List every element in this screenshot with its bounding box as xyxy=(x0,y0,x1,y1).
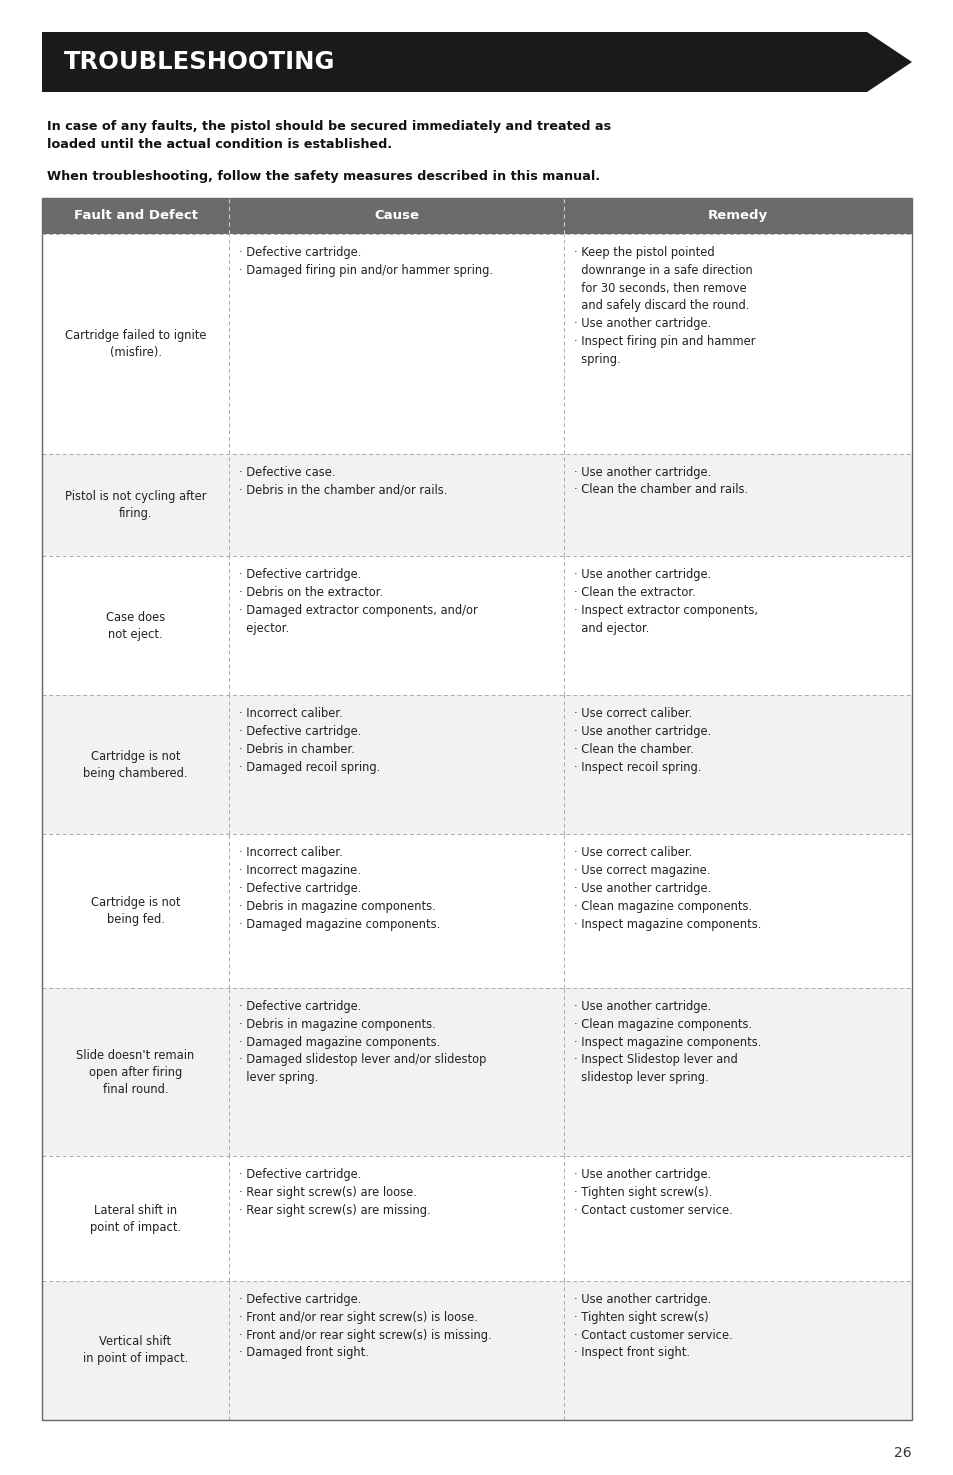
Bar xyxy=(42,198,911,235)
Bar xyxy=(42,695,911,835)
Text: Case does
not eject.: Case does not eject. xyxy=(106,611,165,640)
Text: · Defective cartridge.
· Rear sight screw(s) are loose.
· Rear sight screw(s) ar: · Defective cartridge. · Rear sight scre… xyxy=(239,1168,430,1217)
Text: · Use another cartridge.
· Clean the extractor.
· Inspect extractor components,
: · Use another cartridge. · Clean the ext… xyxy=(574,568,758,634)
Polygon shape xyxy=(42,32,911,91)
Text: 26: 26 xyxy=(893,1446,911,1460)
Text: When troubleshooting, follow the safety measures described in this manual.: When troubleshooting, follow the safety … xyxy=(47,170,599,183)
Text: Fault and Defect: Fault and Defect xyxy=(73,209,197,223)
Text: Pistol is not cycling after
firing.: Pistol is not cycling after firing. xyxy=(65,490,206,519)
Text: · Defective cartridge.
· Front and/or rear sight screw(s) is loose.
· Front and/: · Defective cartridge. · Front and/or re… xyxy=(239,1294,491,1360)
Text: · Defective cartridge.
· Debris in magazine components.
· Damaged magazine compo: · Defective cartridge. · Debris in magaz… xyxy=(239,1000,486,1084)
Bar xyxy=(42,198,911,1420)
Text: · Keep the pistol pointed
  downrange in a safe direction
  for 30 seconds, then: · Keep the pistol pointed downrange in a… xyxy=(574,246,755,366)
Text: · Defective cartridge.
· Damaged firing pin and/or hammer spring.: · Defective cartridge. · Damaged firing … xyxy=(239,246,493,277)
Text: Cause: Cause xyxy=(374,209,418,223)
Text: · Use correct caliber.
· Use another cartridge.
· Clean the chamber.
· Inspect r: · Use correct caliber. · Use another car… xyxy=(574,707,711,773)
Text: · Use another cartridge.
· Clean magazine components.
· Inspect magazine compone: · Use another cartridge. · Clean magazin… xyxy=(574,1000,760,1084)
Text: · Defective cartridge.
· Debris on the extractor.
· Damaged extractor components: · Defective cartridge. · Debris on the e… xyxy=(239,568,477,634)
Bar xyxy=(42,835,911,988)
Text: Cartridge is not
being fed.: Cartridge is not being fed. xyxy=(91,897,180,926)
Bar xyxy=(42,235,911,454)
Text: TROUBLESHOOTING: TROUBLESHOOTING xyxy=(64,50,335,74)
Text: Slide doesn't remain
open after firing
final round.: Slide doesn't remain open after firing f… xyxy=(76,1049,194,1096)
Text: Remedy: Remedy xyxy=(707,209,767,223)
Text: Vertical shift
in point of impact.: Vertical shift in point of impact. xyxy=(83,1335,188,1366)
Text: Lateral shift in
point of impact.: Lateral shift in point of impact. xyxy=(90,1204,181,1233)
Bar xyxy=(42,454,911,556)
Bar xyxy=(42,556,911,695)
Bar xyxy=(42,988,911,1156)
Text: · Incorrect caliber.
· Defective cartridge.
· Debris in chamber.
· Damaged recoi: · Incorrect caliber. · Defective cartrid… xyxy=(239,707,380,773)
Text: · Use another cartridge.
· Tighten sight screw(s).
· Contact customer service.: · Use another cartridge. · Tighten sight… xyxy=(574,1168,732,1217)
Text: · Defective case.
· Debris in the chamber and/or rails.: · Defective case. · Debris in the chambe… xyxy=(239,466,447,497)
Text: · Use correct caliber.
· Use correct magazine.
· Use another cartridge.
· Clean : · Use correct caliber. · Use correct mag… xyxy=(574,847,760,931)
Bar xyxy=(42,1156,911,1280)
Text: · Use another cartridge.
· Clean the chamber and rails.: · Use another cartridge. · Clean the cha… xyxy=(574,466,747,497)
Text: Cartridge is not
being chambered.: Cartridge is not being chambered. xyxy=(83,749,188,780)
Text: In case of any faults, the pistol should be secured immediately and treated as
l: In case of any faults, the pistol should… xyxy=(47,119,611,152)
Text: · Incorrect caliber.
· Incorrect magazine.
· Defective cartridge.
· Debris in ma: · Incorrect caliber. · Incorrect magazin… xyxy=(239,847,440,931)
Text: Cartridge failed to ignite
(misfire).: Cartridge failed to ignite (misfire). xyxy=(65,329,206,358)
Bar xyxy=(42,1280,911,1420)
Text: · Use another cartridge.
· Tighten sight screw(s)
· Contact customer service.
· : · Use another cartridge. · Tighten sight… xyxy=(574,1294,732,1360)
